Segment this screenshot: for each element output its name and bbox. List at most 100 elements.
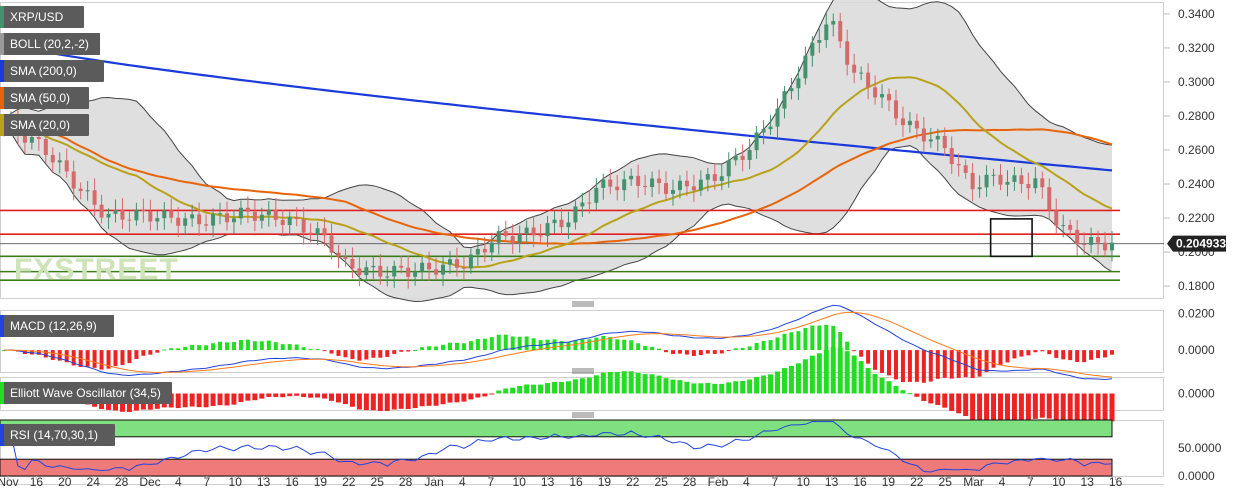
ewo-histogram-bar	[642, 374, 648, 394]
macd-histogram-bar	[914, 350, 919, 382]
legend-sma50[interactable]: SMA (50,0)	[0, 87, 89, 109]
candle-body	[461, 267, 466, 269]
macd-histogram-bar	[838, 332, 843, 351]
macd-histogram-bar	[1040, 350, 1045, 352]
macd-histogram-bar	[775, 337, 780, 351]
candle-body	[496, 231, 501, 243]
ewo-histogram-bar	[315, 393, 321, 398]
ewo-histogram-bar	[531, 384, 537, 394]
candle-body	[622, 179, 627, 191]
x-axis-label: 16	[1109, 475, 1123, 489]
macd-histogram-bar	[1026, 350, 1031, 356]
ewo-histogram-bar	[816, 353, 822, 394]
ewo-histogram-bar	[809, 355, 815, 394]
legend-sma20-swatch	[0, 114, 4, 136]
ewo-histogram-bar	[663, 378, 669, 394]
candle-body	[775, 108, 780, 127]
legend-sma50-label: SMA (50,0)	[10, 91, 71, 105]
macd-splitter	[572, 301, 594, 307]
candle-body	[224, 213, 229, 223]
macd-histogram-bar	[907, 350, 912, 382]
legend-rsi[interactable]: RSI (14,70,30,1)	[0, 424, 115, 446]
legend-sma50-swatch	[0, 87, 4, 109]
ewo-histogram-bar	[621, 371, 627, 394]
legend-macd[interactable]: MACD (12,26,9)	[0, 315, 114, 337]
candle-body	[893, 100, 898, 119]
macd-histogram-bar	[845, 341, 850, 351]
candle-body	[789, 88, 794, 92]
ewo-histogram-bar	[259, 393, 265, 399]
sma-200-line	[3, 41, 1113, 172]
candle-body	[984, 174, 989, 188]
ewo-histogram-bar	[928, 393, 934, 404]
candle-body	[636, 175, 641, 186]
legend-symbol[interactable]: XRP/USD	[0, 6, 84, 28]
ewo-histogram-bar	[356, 393, 362, 410]
macd-histogram-bar	[789, 332, 794, 351]
ewo-histogram-bar	[482, 393, 488, 397]
ewo-histogram-bar	[837, 347, 843, 394]
ewo-histogram-bar	[942, 393, 948, 408]
ewo-histogram-bar	[461, 393, 467, 402]
x-axis-label: 10	[513, 475, 527, 489]
macd-histogram-bar	[740, 347, 745, 351]
macd-histogram-bar	[545, 339, 550, 351]
ewo-histogram-bar	[503, 388, 509, 394]
macd-histogram-bar	[880, 350, 885, 373]
ewo-histogram-bar	[426, 393, 432, 406]
candle-body	[413, 271, 418, 277]
macd-histogram-bar	[866, 350, 871, 364]
candle-body	[162, 210, 167, 219]
ewo-histogram-bar	[468, 393, 474, 400]
candle-body	[204, 224, 209, 226]
macd-histogram-bar	[733, 348, 738, 351]
candle-body	[475, 248, 480, 255]
macd-histogram-bar	[162, 349, 167, 351]
candle-body	[441, 264, 446, 275]
candle-body	[768, 126, 773, 130]
candle-body	[761, 129, 766, 133]
ewo-histogram-bar	[830, 347, 836, 394]
macd-histogram-bar	[712, 350, 717, 354]
macd-histogram-bar	[524, 336, 529, 351]
candle-body	[92, 190, 97, 205]
legend-ewo-swatch	[0, 382, 4, 404]
candle-body	[733, 155, 738, 161]
rsi-splitter	[572, 412, 594, 418]
macd-histogram-bar	[900, 350, 905, 383]
candle-body	[371, 265, 376, 268]
ewo-histogram-bar	[342, 393, 348, 404]
macd-histogram-bar	[643, 346, 648, 351]
ewo-histogram-bar	[656, 375, 662, 394]
candle-body	[873, 87, 878, 98]
macd-histogram-bar	[887, 350, 892, 376]
macd-histogram-bar	[747, 346, 752, 351]
candle-body	[601, 179, 606, 188]
legend-boll[interactable]: BOLL (20,2,-2)	[0, 33, 100, 55]
macd-histogram-bar	[176, 348, 181, 351]
candle-body	[1040, 178, 1045, 188]
candle-body	[231, 218, 236, 223]
legend-ewo[interactable]: Elliott Wave Oscillator (34,5)	[0, 382, 172, 404]
x-axis-label: Jan	[424, 475, 443, 489]
candle-body	[50, 154, 55, 163]
legend-boll-label: BOLL (20,2,-2)	[10, 37, 89, 51]
x-axis-label: 25	[939, 475, 953, 489]
ewo-histogram-bar	[475, 393, 481, 398]
candle-body	[22, 134, 27, 143]
macd-histogram-bar	[155, 350, 160, 353]
ewo-histogram-bar	[1060, 393, 1066, 421]
candle-body	[608, 179, 613, 187]
candle-body	[866, 72, 871, 88]
ewo-histogram-bar	[329, 393, 335, 401]
legend-sma20[interactable]: SMA (20,0)	[0, 114, 89, 136]
macd-histogram-bar	[768, 340, 773, 351]
candle-body	[803, 55, 808, 79]
macd-histogram-bar	[461, 343, 466, 351]
legend-sma200[interactable]: SMA (200,0)	[0, 60, 104, 82]
ewo-histogram-bar	[377, 393, 383, 411]
macd-histogram-bar	[169, 348, 174, 351]
ewo-histogram-bar	[740, 380, 746, 394]
macd-histogram-bar	[127, 350, 132, 364]
candle-body	[907, 120, 912, 126]
